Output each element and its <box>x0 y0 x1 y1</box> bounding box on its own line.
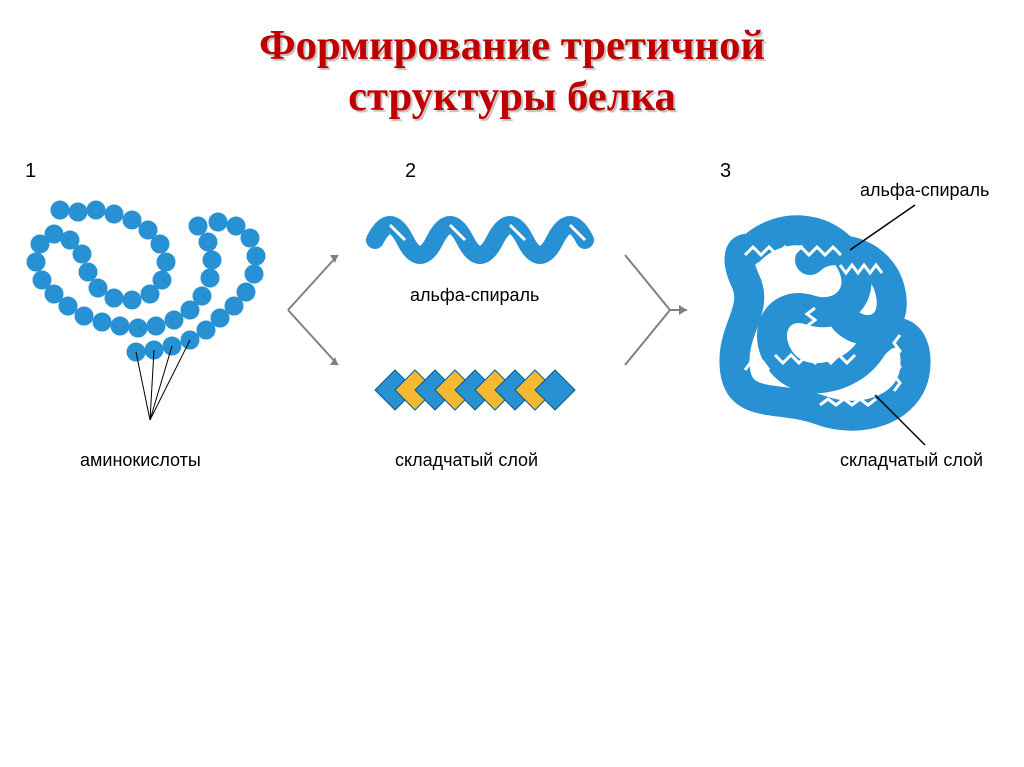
diagram-container: 1 <box>0 170 1024 570</box>
label-alpha-helix-right: альфа-спираль <box>860 180 989 201</box>
arrow-2-to-3 <box>615 230 695 390</box>
panel-number-2: 2 <box>405 160 416 183</box>
alpha-helix-svg <box>355 200 605 280</box>
arrow-1-to-2 <box>278 230 358 390</box>
panel-number-3: 3 <box>720 160 731 183</box>
primary-structure-svg <box>20 170 280 450</box>
label-amino-acids: аминокислоты <box>80 450 201 471</box>
page-title: Формирование третичной структуры белка <box>0 0 1024 122</box>
tertiary-structure-svg <box>690 200 970 460</box>
title-line2: структуры белка <box>0 71 1024 122</box>
panel-primary: 1 <box>20 170 280 450</box>
label-alpha-helix-mid: альфа-спираль <box>410 285 539 306</box>
label-pleated-sheet-mid: складчатый слой <box>395 450 538 471</box>
panel-number-1: 1 <box>25 160 36 183</box>
pleated-sheet-svg <box>355 355 605 415</box>
label-pleated-sheet-right: складчатый слой <box>840 450 983 471</box>
title-line1: Формирование третичной <box>0 20 1024 71</box>
